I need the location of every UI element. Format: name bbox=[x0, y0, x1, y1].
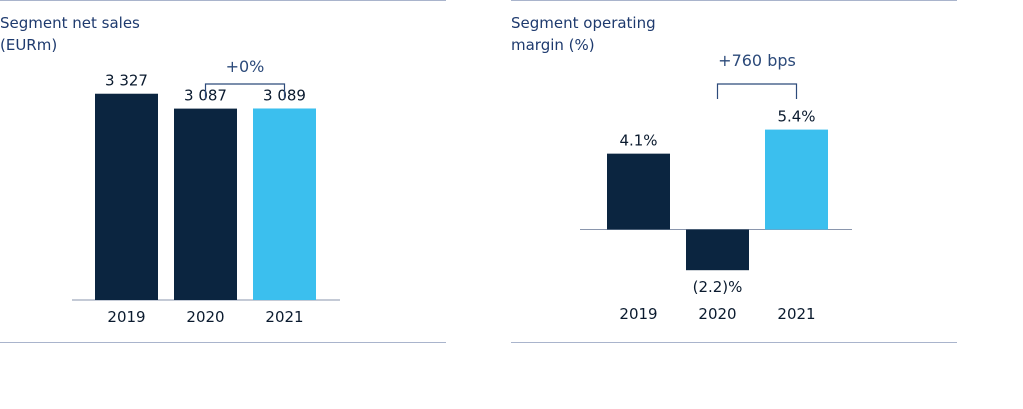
operating-margin-panel: Segment operating margin (%) 4.1% 2019 (2.… bbox=[511, 0, 959, 350]
top-rule bbox=[0, 0, 446, 1]
bar-2020 bbox=[174, 108, 237, 300]
chart-title: Segment operating margin (%) bbox=[511, 14, 656, 54]
bottom-rule bbox=[0, 342, 446, 343]
tick-label-2019: 2019 bbox=[619, 305, 657, 323]
tick-label-2019: 2019 bbox=[107, 308, 145, 326]
bar-2021 bbox=[253, 108, 316, 301]
tick-label-2020: 2020 bbox=[698, 305, 736, 323]
change-bracket bbox=[716, 83, 798, 99]
value-label-2019: 4.1% bbox=[619, 132, 657, 150]
bar-2020 bbox=[686, 229, 749, 271]
change-label: +0% bbox=[226, 57, 265, 76]
value-label-2019: 3 327 bbox=[105, 72, 148, 90]
top-rule bbox=[511, 0, 957, 1]
operating-margin-chart: 4.1% 2019 (2.2)% 2020 5.4% 2021 +760 bps bbox=[580, 51, 852, 323]
bar-2019 bbox=[607, 153, 670, 230]
tick-label-2021: 2021 bbox=[777, 305, 815, 323]
tick-label-2021: 2021 bbox=[265, 308, 303, 326]
tick-label-2020: 2020 bbox=[186, 308, 224, 326]
value-label-2020: (2.2)% bbox=[693, 278, 743, 296]
chart-title: Segment net sales (EURm) bbox=[0, 14, 140, 54]
net-sales-panel: Segment net sales (EURm) 3 327 2019 3 087 2… bbox=[0, 0, 448, 350]
value-label-2021: 5.4% bbox=[777, 108, 815, 126]
bottom-rule bbox=[511, 342, 957, 343]
bar-2019 bbox=[95, 93, 158, 300]
change-label: +760 bps bbox=[718, 51, 796, 70]
bar-2021 bbox=[765, 129, 828, 230]
change-bracket bbox=[204, 83, 286, 99]
